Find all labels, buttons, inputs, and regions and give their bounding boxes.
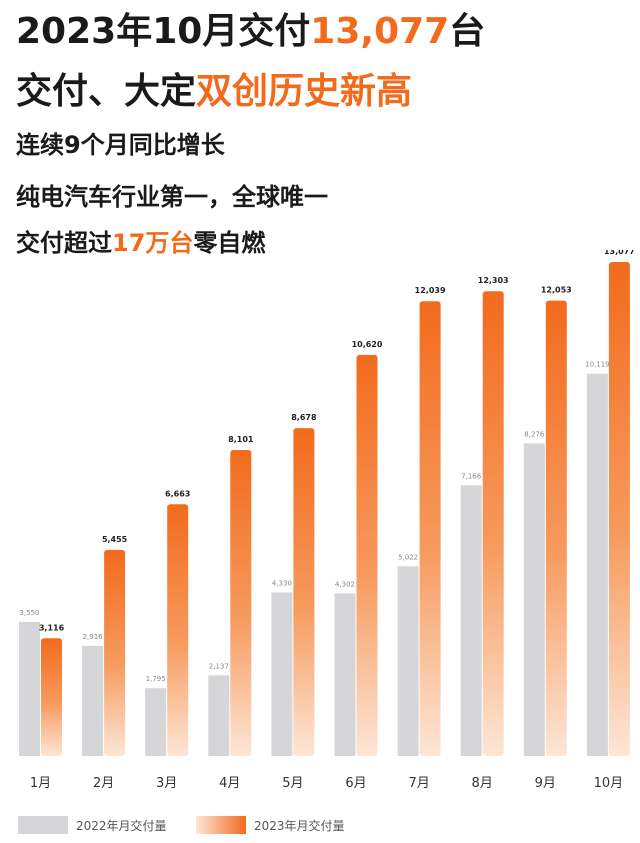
headline-month: 2023年10月交付 (16, 11, 311, 52)
legend: 2022年月交付量 2023年月交付量 (18, 816, 345, 834)
headline-line-2: 交付、大定双创历史新高 (16, 68, 412, 116)
safety-suffix: 零自燃 (193, 229, 266, 257)
label-2023-9: 12,053 (541, 286, 572, 295)
legend-label-2022: 2022年月交付量 (76, 818, 167, 833)
legend-swatch-2023 (196, 816, 246, 834)
x-tick-2: 2月 (93, 776, 114, 791)
subline-growth: 连续9个月同比增长 (16, 131, 225, 159)
label-2022-6: 4,302 (335, 580, 355, 588)
headline-record-high: 双创历史新高 (196, 71, 413, 112)
label-2022-2: 2,916 (83, 633, 104, 641)
bar-2022-7 (397, 566, 419, 756)
bar-2023-9 (545, 300, 567, 756)
x-tick-6: 6月 (345, 776, 366, 791)
bar-2022-9 (523, 443, 545, 756)
bar-2022-4 (208, 675, 230, 756)
x-tick-1: 1月 (30, 776, 51, 791)
x-axis-ticks-group: 1月 2月 3月 4月 5月 6月 7月 8月 9月 10月 (30, 776, 623, 791)
x-tick-9: 9月 (535, 776, 556, 791)
x-tick-7: 7月 (408, 776, 429, 791)
bars-group (19, 262, 630, 756)
x-tick-5: 5月 (282, 776, 303, 791)
bar-2023-6 (356, 354, 378, 756)
bar-2023-2 (104, 549, 126, 756)
label-2023-6: 10,620 (352, 340, 383, 349)
label-2023-3: 6,663 (165, 489, 190, 498)
label-2023-10: 13,077 (604, 250, 635, 256)
bar-2023-1 (41, 638, 62, 756)
label-2022-5: 4,330 (272, 579, 292, 587)
bar-2022-3 (145, 688, 167, 756)
headline-line-1: 2023年10月交付13,077台 (16, 8, 485, 56)
label-2023-4: 8,101 (228, 435, 254, 444)
label-2022-3: 1,795 (146, 675, 166, 683)
headline-unit: 台 (449, 11, 486, 52)
bar-2023-10 (608, 262, 630, 756)
bar-2023-4 (230, 449, 252, 756)
x-tick-8: 8月 (472, 776, 493, 791)
subline-industry-first: 纯电汽车行业第一，全球唯一 (16, 183, 328, 211)
x-tick-4: 4月 (219, 776, 240, 791)
label-2023-8: 12,303 (478, 276, 509, 285)
label-2022-8: 7,166 (461, 472, 482, 480)
bar-2022-5 (271, 592, 293, 756)
label-2023-1: 3,116 (39, 623, 65, 632)
label-2023-2: 5,455 (102, 535, 128, 544)
label-2022-10: 10,119 (585, 361, 610, 369)
label-2022-9: 8,276 (524, 430, 545, 438)
bar-2023-7 (419, 301, 441, 756)
subline-safety: 交付超过17万台零自燃 (16, 226, 265, 260)
label-2022-4: 2,137 (209, 662, 229, 670)
x-tick-10: 10月 (594, 776, 624, 791)
bar-2023-8 (482, 291, 504, 756)
label-2022-1: 3,550 (19, 609, 39, 617)
x-tick-3: 3月 (156, 776, 177, 791)
bar-2023-5 (293, 428, 315, 756)
bar-2022-1 (19, 621, 40, 756)
bar-2023-3 (167, 504, 189, 756)
legend-label-2023: 2023年月交付量 (254, 818, 345, 833)
label-2023-5: 8,678 (291, 413, 317, 422)
bar-2022-8 (460, 485, 482, 756)
label-2022-7: 5,022 (398, 553, 418, 561)
label-2023-7: 12,039 (415, 286, 446, 295)
bar-2022-6 (334, 593, 356, 756)
bar-2022-2 (82, 645, 104, 756)
bar-2022-10 (586, 373, 608, 756)
safety-count: 17万台 (112, 229, 194, 257)
legend-swatch-2022 (18, 816, 68, 834)
headline-line2-prefix: 交付、大定 (16, 71, 197, 112)
safety-prefix: 交付超过 (16, 229, 112, 257)
headline-delivery-number: 13,077 (310, 11, 450, 52)
